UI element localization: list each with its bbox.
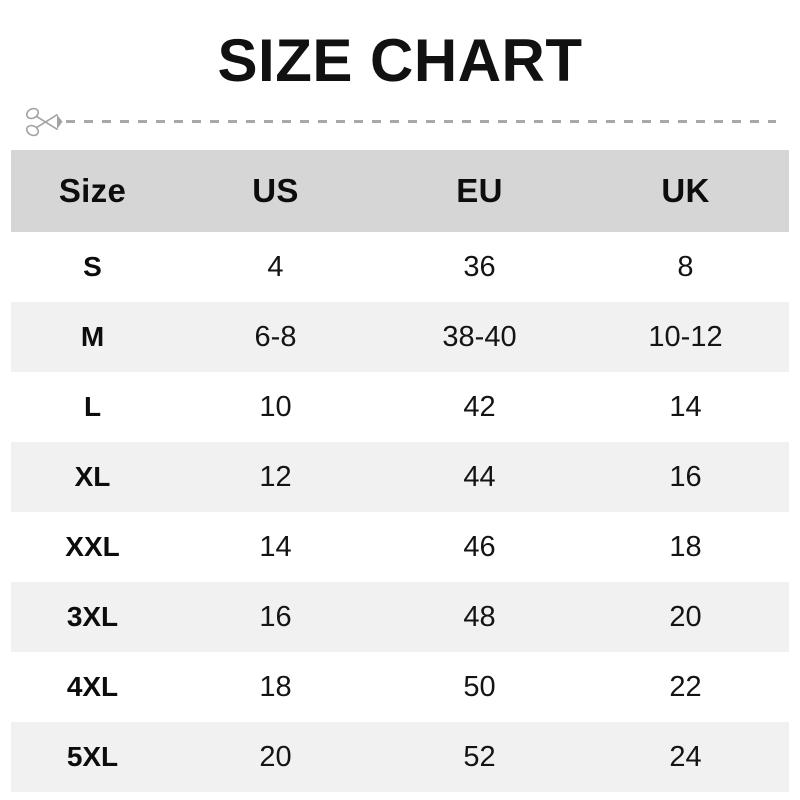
cell-eu: 48: [463, 600, 496, 633]
size-chart-table: Size US EU UK S 4 36 8 M 6-8 38-40 10-12…: [11, 150, 789, 792]
table-row: 5XL 20 52 24: [11, 722, 789, 792]
page-title: SIZE CHART: [217, 27, 583, 94]
cell-size: 4XL: [66, 671, 119, 702]
cell-us: 10: [259, 390, 292, 423]
table-row: XXL 14 46 18: [11, 512, 789, 582]
cell-size: S: [83, 251, 102, 282]
cell-size: 3XL: [66, 601, 119, 632]
cell-uk: 24: [669, 740, 702, 773]
table-row: XL 12 44 16: [11, 442, 789, 512]
cell-us: 4: [267, 250, 284, 283]
table-row: 3XL 16 48 20: [11, 582, 789, 652]
cell-uk: 16: [669, 460, 702, 493]
table-row: 4XL 18 50 22: [11, 652, 789, 722]
cell-size: L: [83, 391, 102, 422]
cell-uk: 20: [669, 600, 702, 633]
cell-uk: 18: [669, 530, 702, 563]
scissors-icon: [25, 107, 63, 137]
cell-us: 20: [259, 740, 292, 773]
cell-eu: 36: [463, 250, 496, 283]
cell-uk: 14: [669, 390, 702, 423]
cell-size: 5XL: [66, 741, 119, 772]
cell-size: XL: [74, 461, 111, 492]
cell-uk: 10-12: [648, 320, 723, 353]
cell-eu: 44: [463, 460, 496, 493]
column-header-eu: EU: [456, 172, 503, 209]
cell-eu: 50: [463, 670, 496, 703]
cell-uk: 22: [669, 670, 702, 703]
cell-eu: 52: [463, 740, 496, 773]
cell-us: 18: [259, 670, 292, 703]
table-header: Size US EU UK: [11, 150, 789, 232]
table-body: S 4 36 8 M 6-8 38-40 10-12 L 10 42 14 XL…: [11, 232, 789, 792]
cell-size: M: [80, 321, 105, 352]
table-row: M 6-8 38-40 10-12: [11, 302, 789, 372]
table-row: S 4 36 8: [11, 232, 789, 302]
column-header-size: Size: [58, 172, 127, 209]
table-row: L 10 42 14: [11, 372, 789, 442]
cut-line: [24, 104, 776, 140]
header-row: Size US EU UK: [11, 150, 789, 232]
cell-eu: 38-40: [442, 320, 517, 353]
cell-eu: 46: [463, 530, 496, 563]
cell-us: 14: [259, 530, 292, 563]
cell-us: 16: [259, 600, 292, 633]
cell-us: 12: [259, 460, 292, 493]
column-header-us: US: [252, 172, 299, 209]
cell-eu: 42: [463, 390, 496, 423]
cell-uk: 8: [677, 250, 694, 283]
cell-us: 6-8: [254, 320, 297, 353]
column-header-uk: UK: [661, 172, 710, 209]
dashed-cut-line: [66, 120, 776, 123]
cell-size: XXL: [65, 531, 120, 562]
